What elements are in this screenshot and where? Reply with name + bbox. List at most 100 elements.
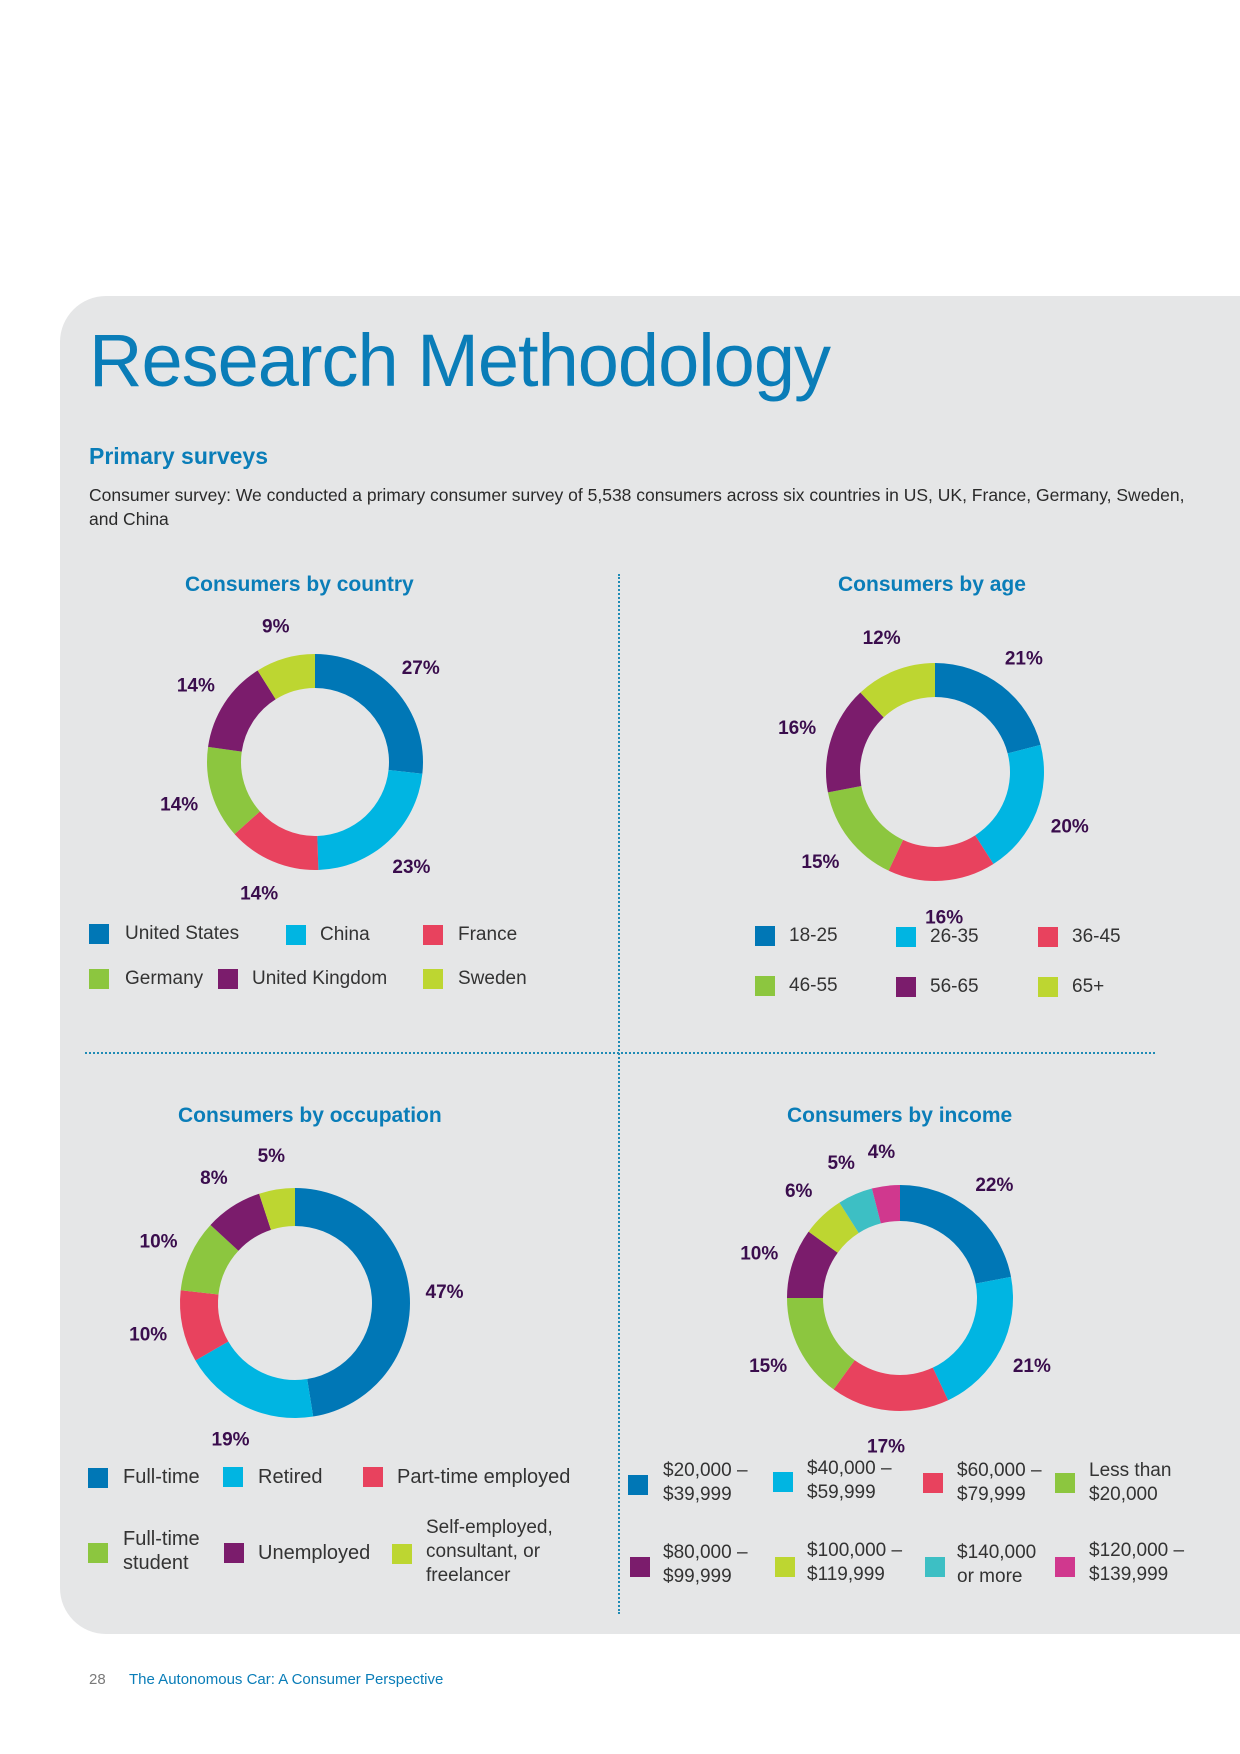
donut-slice-5 [208,670,276,752]
slice-label: 16% [778,718,816,739]
legend-label: $60,000 – $79,999 [957,1460,1042,1505]
slice-label: 17% [867,1436,905,1457]
legend-label: 65+ [1072,976,1105,997]
legend-label: 26-35 [930,926,979,947]
legend-label: Part-time employed [397,1466,571,1488]
legend-label: 36-45 [1072,926,1121,947]
donut-slice-4 [787,1298,855,1390]
legend-label: France [458,924,518,945]
donut-slice-5 [787,1231,838,1298]
slice-label: 23% [392,857,430,878]
legend-label: China [320,924,370,945]
donut-slice-6 [259,1188,295,1230]
donut-chart-occupation: 47% 19% 10% 10% 8% 5% [129,1146,464,1451]
footer-page-number: 28 [89,1671,106,1688]
slice-label: 5% [258,1146,286,1167]
donut-slice-3 [180,1290,229,1361]
slice-label: 16% [925,908,963,929]
slice-label: 22% [975,1175,1013,1196]
donut-slice-2 [932,1276,1013,1401]
legend-label: Less than $20,000 [1089,1460,1172,1505]
donut-slice-2 [195,1341,314,1418]
horizontal-divider [85,1052,1155,1054]
slice-label: 5% [827,1153,855,1174]
donut-slice-3 [888,835,994,881]
legend-label: Full-time [123,1466,200,1488]
legend-label: $80,000 – $99,999 [663,1542,748,1587]
legend-swatch [1038,927,1058,947]
legend-label: Self-employed, consultant, or freelancer [426,1517,553,1586]
slice-label: 8% [200,1168,228,1189]
donut-slice-1 [315,654,423,774]
legend-swatch [1038,977,1058,997]
legend-swatch [628,1475,648,1495]
donut-slice-6 [860,663,935,718]
donut-slice-4 [180,1224,239,1295]
slice-label: 9% [262,617,290,638]
slice-label: 27% [402,658,440,679]
donut-slice-5 [826,692,884,793]
chart-title-income: Consumers by income [787,1104,1013,1127]
donut-slice-1 [935,663,1041,754]
donut-slice-4 [207,746,260,835]
legend-swatch [218,969,238,989]
slice-label: 14% [177,676,215,697]
vertical-divider [618,574,620,1614]
legend-swatch [423,925,443,945]
legend-label: United States [125,923,240,944]
legend-label: 46-55 [789,975,838,996]
slice-label: 6% [785,1181,813,1202]
legend-swatch [755,926,775,946]
legend-swatch [1055,1473,1075,1493]
donut-slice-1 [900,1185,1011,1284]
legend-swatch [223,1467,243,1487]
legend-swatch [88,1543,108,1563]
slice-label: 10% [129,1325,167,1346]
legend-swatch [896,977,916,997]
donut-slice-2 [975,744,1044,865]
legend-swatch [755,976,775,996]
slice-label: 10% [740,1243,778,1264]
slice-label: 15% [801,852,839,873]
chart-title-occupation: Consumers by occupation [178,1104,442,1127]
legend-swatch [224,1543,244,1563]
slice-label: 4% [868,1142,896,1163]
legend-swatch [896,927,916,947]
legend-swatch [1055,1557,1075,1577]
legend-swatch [923,1473,943,1493]
chart-title-country: Consumers by country [185,573,414,596]
donut-slice-6 [257,654,315,700]
slice-label: 14% [160,794,198,815]
donut-slice-3 [833,1360,949,1411]
legend-label: $40,000 – $59,999 [807,1458,892,1503]
legend-label: $120,000 – $139,999 [1089,1540,1185,1585]
legend-label: $20,000 – $39,999 [663,1460,748,1505]
legend-label: United Kingdom [252,968,388,989]
donut-slice-4 [827,786,904,871]
legend-swatch [89,924,109,944]
chart-title-age: Consumers by age [838,573,1026,596]
legend-swatch [423,969,443,989]
donut-chart-income: 22% 21% 17% 15% 10% 6% 5% 4% [740,1142,1051,1457]
donut-slice-3 [234,811,319,870]
donut-slice-7 [839,1188,881,1233]
donut-chart-age: 21% 20% 16% 15% 16% 12% [778,628,1089,929]
legend-swatch [925,1557,945,1577]
intro-text: Consumer survey: We conducted a primary … [89,485,1185,529]
legend-swatch [392,1544,412,1564]
legend-swatch [89,969,109,989]
legend-label: Germany [125,968,204,989]
donut-slice-5 [210,1193,271,1251]
section-subheading: Primary surveys [89,443,269,469]
slice-label: 15% [749,1356,787,1377]
legend-swatch [363,1467,383,1487]
slice-label: 10% [140,1232,178,1253]
slice-label: 21% [1005,648,1043,669]
donut-slice-2 [317,770,423,870]
legend-label: Unemployed [258,1542,371,1564]
legend-swatch [286,925,306,945]
donut-slice-1 [295,1188,410,1417]
page-title: Research Methodology [89,319,831,402]
legend-label: $140,000 or more [957,1542,1037,1587]
slice-label: 47% [426,1282,464,1303]
